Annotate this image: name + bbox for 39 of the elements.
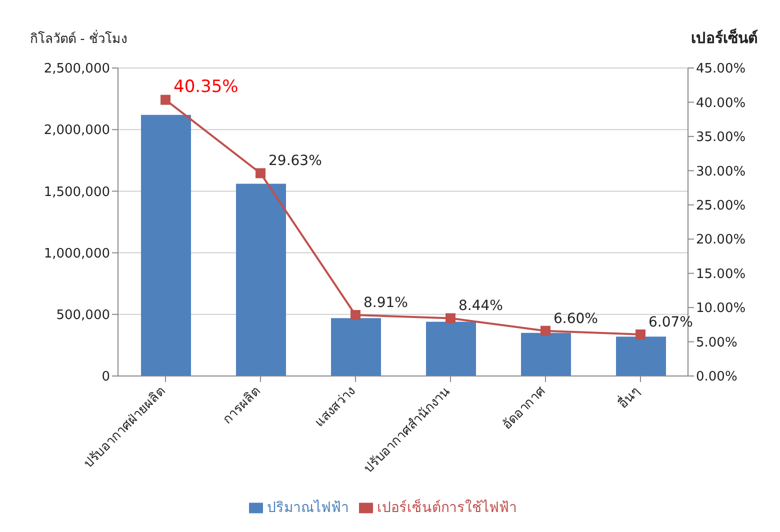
y2-tick-label: 0.00% bbox=[696, 370, 738, 385]
bar bbox=[521, 332, 571, 376]
y2-tick-label: 10.00% bbox=[696, 301, 746, 316]
y-tick-label: 0 bbox=[102, 370, 110, 385]
y-tick-label: 2,000,000 bbox=[44, 123, 110, 138]
data-label: 40.35% bbox=[174, 76, 238, 97]
y-axis-title: กิโลวัตต์ - ชั่วโมง bbox=[30, 28, 127, 49]
bar bbox=[141, 114, 191, 376]
data-label: 8.44% bbox=[458, 298, 503, 314]
data-label: 8.91% bbox=[364, 295, 408, 312]
y-tick-label: 1,000,000 bbox=[44, 246, 110, 262]
y2-tick-label: 30.00% bbox=[696, 164, 746, 180]
y-tick-label: 1,500,000 bbox=[44, 184, 110, 200]
legend-label: ปริมาณไฟฟ้า bbox=[267, 500, 349, 516]
y-tick-label: 2,500,000 bbox=[44, 62, 110, 77]
data-label: 6.07% bbox=[648, 314, 693, 330]
y2-axis-title: เปอร์เซ็นต์ bbox=[691, 28, 758, 49]
point bbox=[256, 168, 266, 178]
legend-label: เปอร์เซ็นต์การใช้ไฟฟ้า bbox=[377, 500, 517, 516]
data-label: 6.60% bbox=[554, 310, 598, 327]
y2-tick-label: 20.00% bbox=[696, 232, 746, 248]
y2-tick-label: 25.00% bbox=[696, 198, 746, 214]
bar bbox=[616, 336, 666, 376]
point bbox=[636, 329, 646, 340]
point bbox=[540, 326, 550, 336]
bar bbox=[426, 322, 476, 376]
y-tick-label: 500,000 bbox=[56, 308, 110, 324]
bar bbox=[331, 318, 381, 376]
y2-tick-label: 5.00% bbox=[696, 335, 738, 350]
data-label: 29.63% bbox=[268, 153, 322, 170]
point bbox=[350, 310, 360, 320]
x-tick-label: อื่นๆ bbox=[614, 382, 644, 412]
y2-tick-label: 45.00% bbox=[696, 62, 746, 77]
bar bbox=[236, 184, 286, 376]
y2-tick-label: 35.00% bbox=[696, 130, 746, 146]
point bbox=[160, 94, 170, 105]
y2-tick-label: 15.00% bbox=[696, 266, 746, 282]
point bbox=[446, 313, 456, 324]
y2-tick-label: 40.00% bbox=[696, 96, 746, 111]
